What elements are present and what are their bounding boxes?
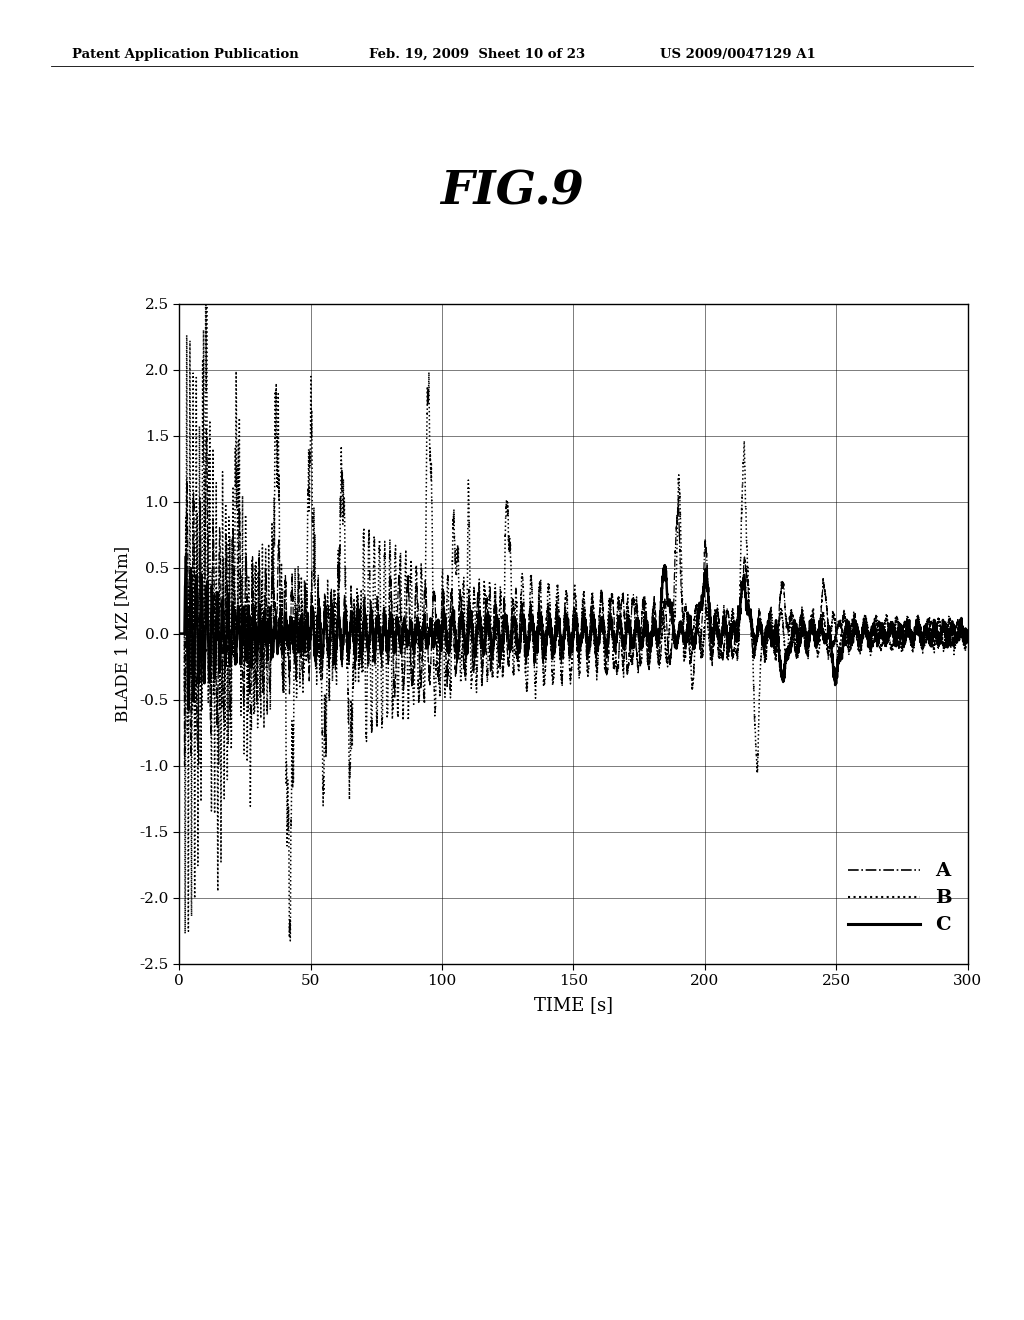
- Legend: A, B, C: A, B, C: [841, 855, 958, 941]
- Text: Feb. 19, 2009  Sheet 10 of 23: Feb. 19, 2009 Sheet 10 of 23: [369, 48, 585, 61]
- X-axis label: TIME [s]: TIME [s]: [534, 997, 613, 1014]
- Text: FIG.9: FIG.9: [440, 169, 584, 214]
- Text: US 2009/0047129 A1: US 2009/0047129 A1: [660, 48, 816, 61]
- Text: Patent Application Publication: Patent Application Publication: [72, 48, 298, 61]
- Y-axis label: BLADE 1 MZ [MNm]: BLADE 1 MZ [MNm]: [114, 545, 131, 722]
